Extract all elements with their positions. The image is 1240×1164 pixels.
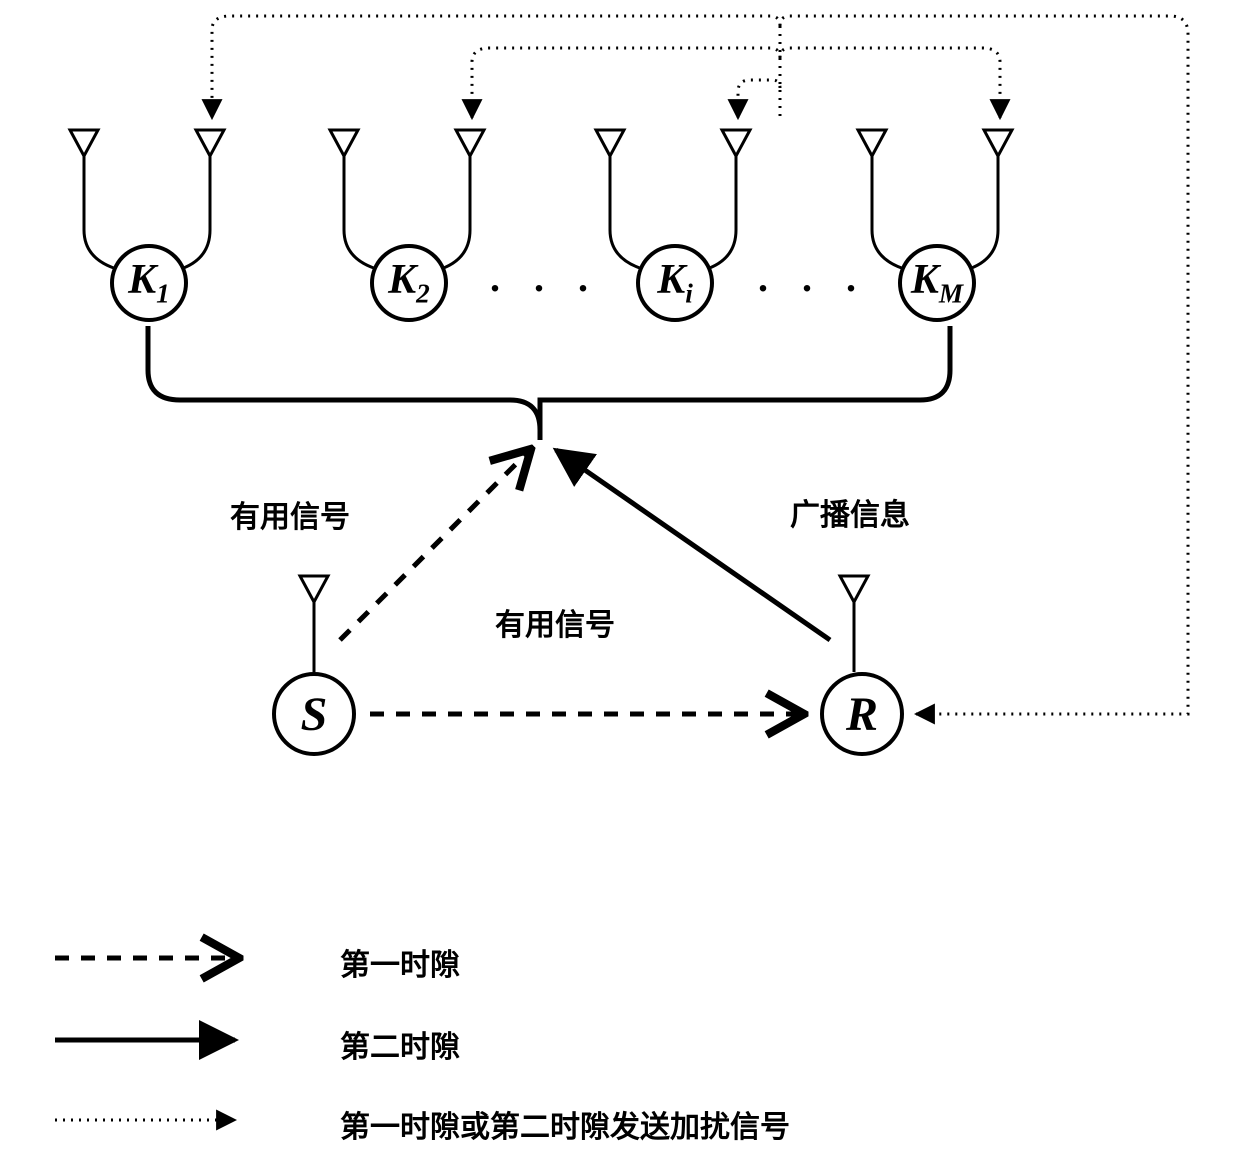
node-k2-label: K2 [388, 256, 430, 309]
label-broadcast: 广播信息 [790, 490, 910, 534]
node-s: S [272, 672, 356, 756]
node-ki: Ki [636, 244, 714, 322]
node-r: R [820, 672, 904, 756]
node-k2: K2 [370, 244, 448, 322]
node-k1: K1 [110, 244, 188, 322]
ellipsis-1: . . . [490, 254, 600, 301]
label-useful-left: 有用信号 [230, 492, 350, 536]
legend-slot1: 第一时隙 [340, 940, 460, 984]
node-k1-label: K1 [128, 256, 170, 309]
node-s-label: S [301, 687, 328, 742]
ellipsis-2: . . . [758, 254, 868, 301]
node-km-label: KM [911, 256, 963, 309]
diagram-svg [0, 0, 1240, 1164]
node-ki-label: Ki [657, 256, 693, 309]
network-diagram: K1 K2 Ki KM . . . . . . S R 有用信号 广播信息 有用… [0, 0, 1240, 1164]
legend-jam: 第一时隙或第二时隙发送加扰信号 [340, 1102, 790, 1146]
label-useful-mid: 有用信号 [495, 600, 615, 644]
node-km: KM [898, 244, 976, 322]
legend-slot2: 第二时隙 [340, 1022, 460, 1066]
node-r-label: R [846, 687, 878, 742]
